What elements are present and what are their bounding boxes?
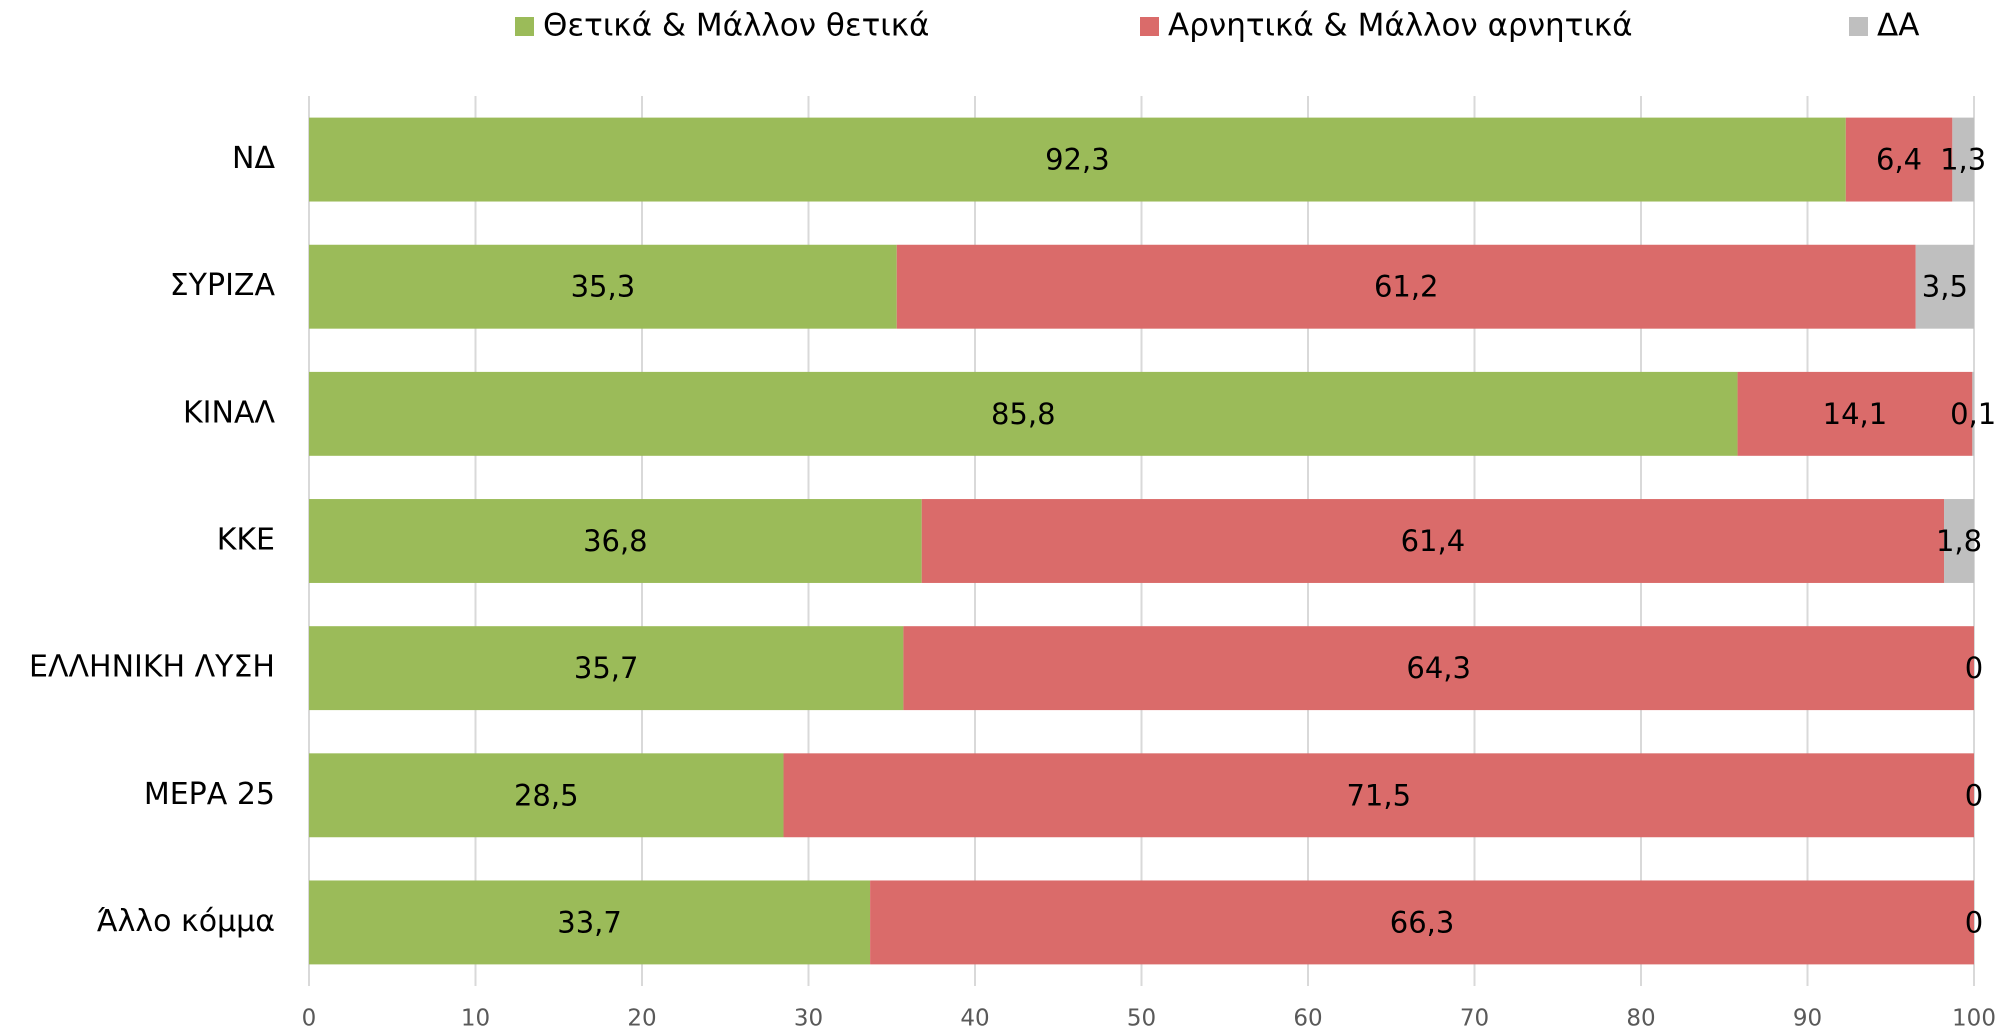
x-tick-label: 60: [1293, 1006, 1322, 1031]
data-label: 0,1: [1950, 397, 1996, 431]
category-label: Άλλο κόμμα: [97, 904, 275, 939]
bar-segment: [309, 371, 1738, 456]
x-tick-label: 0: [302, 1006, 317, 1031]
bar-segment: [1952, 117, 1974, 202]
data-label: 0: [1965, 778, 1983, 812]
data-label: 1,3: [1940, 143, 1986, 177]
category-label: ΚΚΕ: [217, 523, 275, 558]
x-tick-label: 30: [794, 1006, 823, 1031]
data-label: 1,8: [1936, 524, 1982, 558]
bar-segment: [921, 499, 1945, 583]
bar-segment: [903, 626, 1974, 711]
category-label: ΚΙΝΑΛ: [183, 395, 275, 430]
data-label: 33,7: [557, 905, 622, 939]
data-label: 61,4: [1401, 524, 1466, 558]
x-tick-label: 90: [1793, 1006, 1822, 1031]
bar-segment: [309, 499, 922, 583]
bar-segment: [309, 753, 784, 838]
bar-segment: [309, 117, 1846, 202]
x-tick-label: 70: [1460, 1006, 1489, 1031]
x-tick-label: 10: [461, 1006, 490, 1031]
data-label: 14,1: [1823, 397, 1888, 431]
x-tick-label: 40: [960, 1006, 989, 1031]
bar-segment: [783, 753, 1974, 838]
bar-segment: [309, 880, 871, 965]
data-label: 6,4: [1876, 143, 1922, 177]
data-label: 71,5: [1346, 778, 1411, 812]
x-tick-label: 100: [1952, 1006, 1996, 1031]
data-label: 92,3: [1045, 143, 1110, 177]
data-label: 0: [1965, 905, 1983, 939]
legend-label: ΔΑ: [1877, 8, 1919, 44]
legend-label: Θετικά & Μάλλον θετικά: [543, 8, 930, 44]
legend-swatch: [515, 17, 534, 36]
data-label: 35,7: [574, 651, 639, 685]
bar-segment: [1737, 371, 1973, 456]
bar-segment: [309, 626, 904, 711]
data-label: 3,5: [1922, 270, 1968, 304]
bar-segment: [1944, 499, 1974, 583]
category-label: ΕΛΛΗΝΙΚΗ ΛΥΣΗ: [29, 650, 275, 685]
data-label: 66,3: [1390, 905, 1455, 939]
data-label: 35,3: [571, 270, 636, 304]
data-label: 61,2: [1374, 270, 1439, 304]
x-tick-label: 50: [1127, 1006, 1156, 1031]
category-label: ΝΔ: [232, 141, 275, 176]
bar-segment: [1972, 371, 1974, 456]
category-label: ΜΕΡΑ 25: [144, 777, 275, 812]
x-tick-label: 20: [627, 1006, 656, 1031]
bar-segment: [309, 244, 897, 329]
x-tick-label: 80: [1626, 1006, 1655, 1031]
data-label: 85,8: [991, 397, 1056, 431]
legend-swatch: [1140, 17, 1159, 36]
data-label: 36,8: [583, 524, 648, 558]
data-label: 28,5: [514, 778, 579, 812]
bar-segment: [1915, 244, 1974, 329]
bar-segment: [896, 244, 1916, 329]
data-label: 64,3: [1406, 651, 1471, 685]
bar-segment: [870, 880, 1974, 965]
legend-label: Αρνητικά & Μάλλον αρνητικά: [1168, 8, 1633, 44]
legend-swatch: [1849, 17, 1868, 36]
data-label: 0: [1965, 651, 1983, 685]
bar-segment: [1845, 117, 1953, 202]
category-label: ΣΥΡΙΖΑ: [170, 268, 276, 303]
